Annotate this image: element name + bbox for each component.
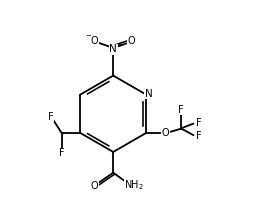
Text: F: F — [196, 131, 202, 141]
Text: −: − — [86, 33, 91, 39]
Text: F: F — [178, 105, 184, 114]
Text: N: N — [145, 89, 153, 99]
Text: O: O — [162, 128, 169, 138]
Text: O: O — [128, 36, 136, 46]
Text: F: F — [59, 148, 65, 158]
Text: N: N — [109, 44, 117, 54]
Text: O: O — [91, 36, 98, 46]
Text: O: O — [90, 181, 98, 191]
Text: NH$_2$: NH$_2$ — [124, 179, 144, 192]
Text: F: F — [48, 112, 53, 122]
Text: F: F — [196, 118, 202, 128]
Text: +: + — [116, 42, 122, 48]
